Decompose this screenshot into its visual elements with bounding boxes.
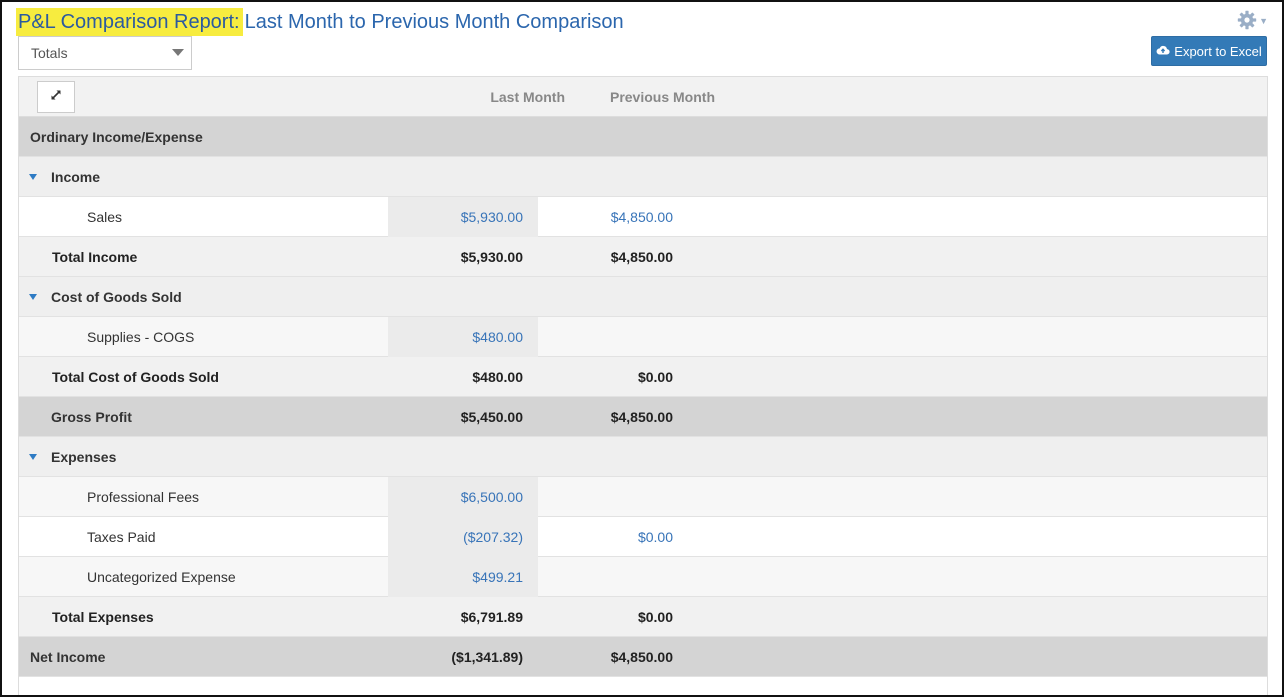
table-row: Sales $5,930.00 $4,850.00 (19, 197, 1267, 237)
previous-month-value-link[interactable] (538, 317, 688, 357)
group-row-expenses: Expenses (19, 437, 1267, 477)
previous-month-value-link[interactable] (538, 557, 688, 597)
row-label: Income (51, 169, 101, 185)
page-title: P&L Comparison Report: Last Month to Pre… (16, 8, 624, 36)
group-row-income: Income (19, 157, 1267, 197)
last-month-value: ($1,341.89) (451, 649, 523, 665)
report-title: P&L Comparison Report: (16, 8, 243, 36)
previous-month-value: $4,850.00 (610, 409, 673, 425)
export-to-excel-button[interactable]: Export to Excel (1151, 36, 1267, 66)
row-label: Total Income (52, 249, 138, 265)
last-month-value-link[interactable]: $499.21 (388, 557, 538, 597)
cloud-upload-icon (1156, 44, 1170, 59)
gear-icon (1237, 10, 1257, 30)
previous-month-value: $4,850.00 (610, 649, 673, 665)
row-label: Gross Profit (51, 409, 132, 425)
chevron-down-icon: ▼ (1259, 16, 1268, 26)
column-header-previous-month: Previous Month (609, 89, 715, 105)
last-month-value-link[interactable]: $5,930.00 (388, 197, 538, 237)
total-row: Total Expenses $6,791.89 $0.00 (19, 597, 1267, 637)
row-label: Uncategorized Expense (87, 569, 236, 585)
section-row: Ordinary Income/Expense (19, 117, 1267, 157)
row-label: Total Expenses (52, 609, 154, 625)
report-table: Last Month Previous Month Ordinary Incom… (18, 76, 1268, 695)
last-month-value: $5,450.00 (460, 409, 523, 425)
previous-month-value: $0.00 (637, 609, 673, 625)
previous-month-value-link[interactable]: $0.00 (637, 529, 673, 545)
previous-month-value: $0.00 (637, 369, 673, 385)
previous-month-value-link[interactable] (538, 477, 688, 517)
view-select-value: Totals (31, 45, 68, 61)
total-row: Total Income $5,930.00 $4,850.00 (19, 237, 1267, 277)
row-label: Cost of Goods Sold (51, 289, 182, 305)
view-select[interactable]: Totals (18, 36, 192, 70)
group-row-cogs: Cost of Goods Sold (19, 277, 1267, 317)
expand-button[interactable] (37, 81, 75, 113)
column-header-last-month: Last Month (490, 89, 565, 105)
last-month-value: $5,930.00 (460, 249, 523, 265)
gross-profit-row: Gross Profit $5,450.00 $4,850.00 (19, 397, 1267, 437)
row-label: Professional Fees (87, 489, 200, 505)
last-month-value-link[interactable]: $480.00 (388, 317, 538, 357)
last-month-value-link[interactable]: $6,500.00 (388, 477, 538, 517)
previous-month-value: $4,850.00 (610, 249, 673, 265)
row-label: Net Income (30, 649, 106, 665)
collapse-triangle-icon[interactable] (29, 174, 37, 180)
last-month-value: $480.00 (472, 369, 523, 385)
row-label: Supplies - COGS (87, 329, 195, 345)
report-subtitle: Last Month to Previous Month Comparison (244, 11, 624, 33)
settings-menu-button[interactable]: ▼ (1237, 10, 1268, 30)
row-label: Sales (87, 209, 123, 225)
row-label: Ordinary Income/Expense (30, 129, 203, 145)
table-row: Taxes Paid ($207.32) $0.00 (19, 517, 1267, 557)
previous-month-value-link[interactable]: $4,850.00 (610, 209, 673, 225)
expand-arrows-icon (49, 88, 63, 107)
last-month-value: $6,791.89 (460, 609, 523, 625)
last-month-value-link[interactable]: ($207.32) (388, 517, 538, 557)
table-row: Supplies - COGS $480.00 (19, 317, 1267, 357)
total-row: Total Cost of Goods Sold $480.00 $0.00 (19, 357, 1267, 397)
chevron-down-icon (172, 49, 184, 56)
collapse-triangle-icon[interactable] (29, 454, 37, 460)
table-header: Last Month Previous Month (19, 77, 1267, 117)
table-row: Uncategorized Expense $499.21 (19, 557, 1267, 597)
row-label: Expenses (51, 449, 117, 465)
row-label: Taxes Paid (87, 529, 156, 545)
export-label: Export to Excel (1174, 43, 1262, 59)
net-income-row: Net Income ($1,341.89) $4,850.00 (19, 637, 1267, 677)
row-label: Total Cost of Goods Sold (52, 369, 219, 385)
table-row: Professional Fees $6,500.00 (19, 477, 1267, 517)
collapse-triangle-icon[interactable] (29, 294, 37, 300)
